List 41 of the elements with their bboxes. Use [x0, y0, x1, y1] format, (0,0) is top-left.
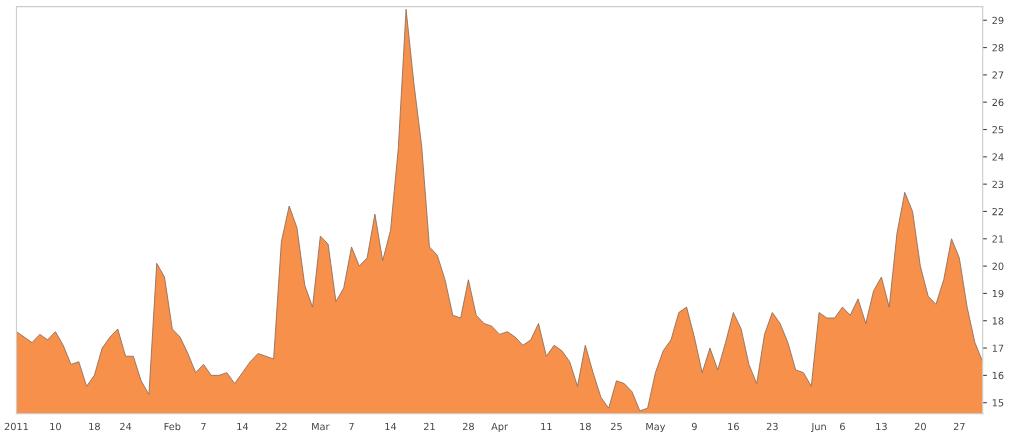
- y-tick-label: 15: [992, 399, 1004, 407]
- y-tick-label: 20: [992, 262, 1004, 270]
- x-tick-label: Feb: [164, 422, 181, 431]
- x-tick-label: 13: [876, 422, 887, 431]
- x-tick-label: 2011: [4, 422, 28, 431]
- x-tick-label: Mar: [312, 422, 330, 431]
- y-tick-label: 29: [992, 16, 1004, 25]
- x-tick-label: 7: [201, 422, 206, 431]
- y-tick-label: 26: [992, 98, 1004, 107]
- y-tick-label: 24: [992, 153, 1004, 161]
- x-tick-label: 18: [580, 422, 591, 431]
- x-tick-label: 14: [237, 422, 249, 431]
- y-tick-label: 25: [992, 126, 1004, 134]
- y-tick-label: 19: [992, 289, 1004, 298]
- x-tick-label: 6: [840, 422, 845, 431]
- x-tick-label: 28: [462, 422, 474, 431]
- x-tick-label: 25: [610, 422, 622, 431]
- y-tick-label: 23: [992, 180, 1004, 188]
- x-tick-label: 10: [50, 422, 61, 431]
- x-tick-label: 23: [766, 422, 778, 431]
- y-tick-label: 28: [992, 44, 1004, 52]
- y-tick-label: 16: [992, 371, 1004, 380]
- x-tick-label: 24: [120, 422, 132, 431]
- x-tick-label: 22: [275, 422, 287, 431]
- x-tick-label: 14: [385, 422, 397, 431]
- y-tick-label: 18: [992, 317, 1004, 325]
- x-tick-label: Jun: [810, 422, 826, 432]
- x-tick-label: 20: [914, 422, 926, 431]
- x-tick-label: 9: [691, 422, 697, 431]
- y-tick-label: 17: [992, 344, 1004, 352]
- x-tick-label: May: [646, 422, 666, 433]
- y-tick-label: 27: [992, 71, 1004, 79]
- x-tick-label: 27: [953, 422, 965, 431]
- y-tick-label: 21: [992, 235, 1004, 243]
- y-tick-label: 22: [992, 207, 1004, 216]
- x-tick-label: 16: [728, 422, 739, 431]
- x-tick-label: 18: [89, 422, 100, 431]
- x-tick-label: 7: [349, 422, 354, 431]
- x-tick-label: Apr: [491, 422, 508, 433]
- x-tick-label: 21: [423, 422, 435, 431]
- x-tick-label: 11: [541, 422, 552, 431]
